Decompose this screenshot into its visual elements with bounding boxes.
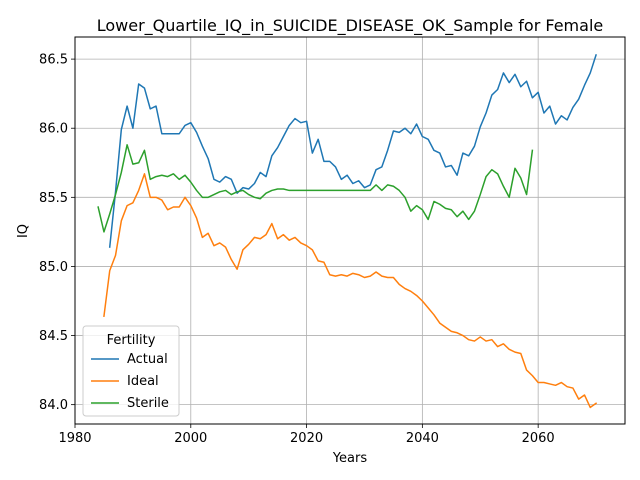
series-lines <box>97 54 598 409</box>
x-tick-label: 1980 <box>58 431 91 446</box>
plot-frame <box>74 36 626 425</box>
legend-label-sterile: Sterile <box>127 396 169 411</box>
legend-title: Fertility <box>107 333 156 348</box>
legend: Fertility Actual Ideal Sterile <box>82 325 180 417</box>
series-line-actual <box>108 54 597 248</box>
x-axis-label: Years <box>332 451 368 466</box>
x-axis-ticks: 1980 2000 2020 2040 2060 <box>58 424 555 446</box>
grid-lines <box>74 37 625 424</box>
x-tick-label: 2060 <box>522 431 555 446</box>
legend-box <box>82 325 180 417</box>
series-line-sterile <box>97 144 534 233</box>
chart-title: Lower_Quartile_IQ_in_SUICIDE_DISEASE_OK_… <box>97 16 603 36</box>
y-tick-label: 85.5 <box>39 191 68 206</box>
y-tick-label: 86.5 <box>39 53 68 68</box>
x-tick-label: 2000 <box>174 431 207 446</box>
legend-label-actual: Actual <box>127 352 168 367</box>
series-line-ideal <box>103 173 598 409</box>
y-tick-label: 84.5 <box>39 329 68 344</box>
legend-label-ideal: Ideal <box>127 374 159 389</box>
y-axis-label: IQ <box>16 224 31 238</box>
x-tick-label: 2040 <box>406 431 439 446</box>
y-tick-label: 86.0 <box>39 122 68 137</box>
y-tick-label: 85.0 <box>39 260 68 275</box>
x-tick-label: 2020 <box>290 431 323 446</box>
y-axis-ticks: 84.0 84.5 85.0 85.5 86.0 86.5 <box>39 53 75 413</box>
y-tick-label: 84.0 <box>39 398 68 413</box>
